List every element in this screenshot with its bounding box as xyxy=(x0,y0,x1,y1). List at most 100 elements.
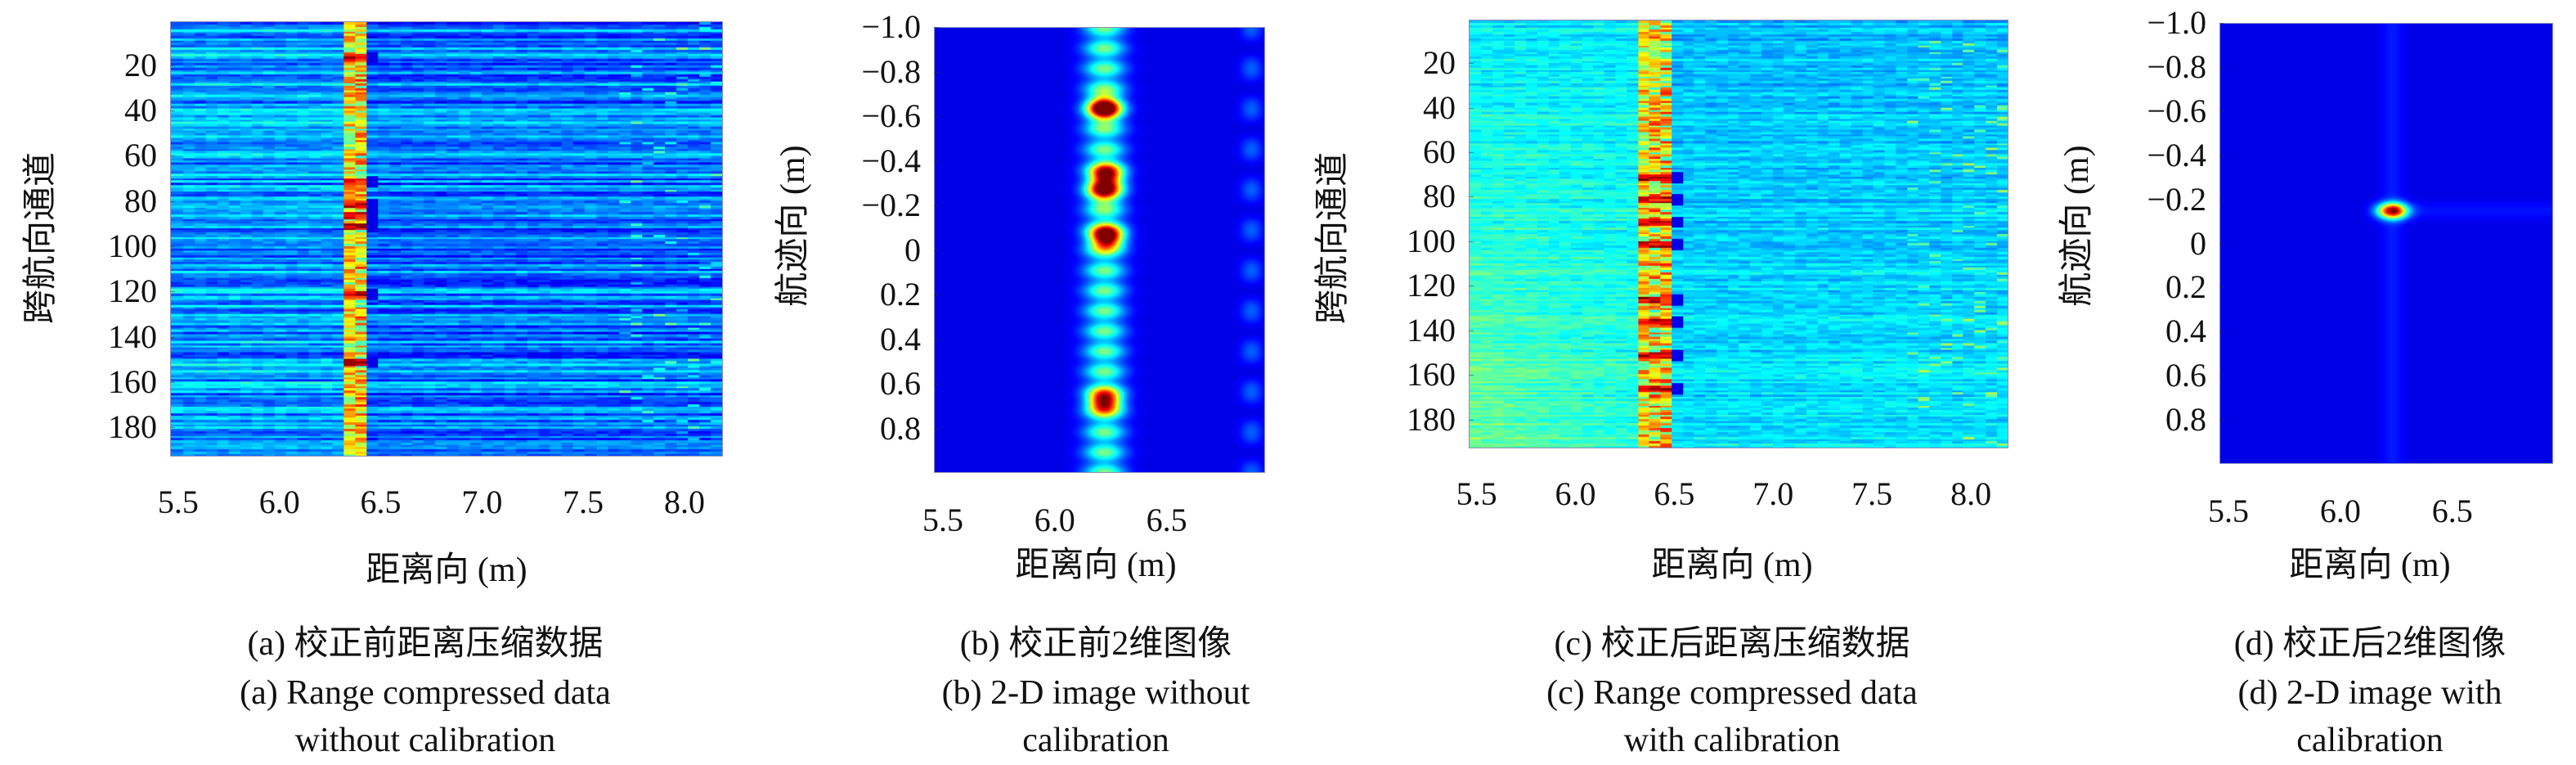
y-tick-mark xyxy=(1469,151,1474,153)
y-axis-label: 航迹向 (m) xyxy=(774,145,812,307)
y-tick-mark xyxy=(2219,110,2224,112)
y-tick-label: −0.2 xyxy=(861,187,921,223)
y-tick-label: 60 xyxy=(124,137,157,174)
y-tick-mark xyxy=(170,291,175,293)
caption-en-line2: calibration xyxy=(1022,722,1169,759)
x-tick-label: 7.0 xyxy=(461,484,503,520)
y-tick-label: −0.8 xyxy=(2147,47,2206,85)
caption-cn: (c) 校正后距离压缩数据 xyxy=(1554,625,1910,663)
y-tick-label: 120 xyxy=(108,272,157,310)
caption-cn: (b) 校正前2维图像 xyxy=(959,625,1232,663)
y-tick-mark xyxy=(1469,241,1474,242)
y-tick-label: 0.4 xyxy=(880,320,921,358)
y-tick-label: −0.6 xyxy=(2147,92,2206,129)
heatmap-canvas xyxy=(171,22,722,456)
x-tick-label: 8.0 xyxy=(1950,475,1992,512)
x-tick-label: 6.0 xyxy=(1555,475,1596,512)
y-tick-label: 140 xyxy=(1407,311,1456,349)
y-tick-mark xyxy=(934,384,939,385)
y-tick-mark xyxy=(2219,331,2224,333)
y-tick-label: 60 xyxy=(1423,133,1456,170)
y-tick-label: 80 xyxy=(124,182,157,219)
y-tick-label: 80 xyxy=(1423,178,1456,215)
y-tick-mark xyxy=(2219,155,2224,156)
y-tick-label: 100 xyxy=(1407,222,1456,259)
x-tick-label: 6.5 xyxy=(1654,475,1695,512)
y-tick-mark xyxy=(170,381,175,383)
x-axis-label: 距离向 (m) xyxy=(1651,547,1813,584)
y-tick-mark xyxy=(170,110,175,112)
y-tick-mark xyxy=(934,160,939,162)
y-tick-mark xyxy=(2219,23,2224,24)
y-tick-label: 0.8 xyxy=(880,409,921,447)
y-tick-mark xyxy=(934,116,939,117)
caption-en-line1: (a) Range compressed data xyxy=(240,674,611,712)
y-tick-mark xyxy=(2219,420,2224,421)
heatmap-plot-area xyxy=(934,27,1265,473)
y-tick-label: 0.4 xyxy=(2165,313,2206,350)
x-axis-label: 距离向 (m) xyxy=(1015,547,1177,584)
y-tick-label: 40 xyxy=(1423,88,1456,126)
x-tick-label: 5.5 xyxy=(2207,493,2249,529)
y-tick-mark xyxy=(1469,419,1474,421)
y-tick-mark xyxy=(170,427,175,429)
x-tick-label: 7.5 xyxy=(563,484,604,520)
heatmap-plot-area xyxy=(170,21,723,457)
y-tick-label: 120 xyxy=(1407,267,1456,304)
y-tick-label: 0.6 xyxy=(880,365,921,402)
caption-cn: (d) 校正后2维图像 xyxy=(2233,625,2506,663)
y-tick-label: 0 xyxy=(904,231,921,268)
y-tick-label: −0.4 xyxy=(861,142,921,179)
caption-cn: (a) 校正前距离压缩数据 xyxy=(247,625,604,663)
y-tick-label: −0.8 xyxy=(861,52,921,90)
x-tick-label: 7.0 xyxy=(1752,475,1794,512)
caption-en-line2: calibration xyxy=(2296,722,2444,759)
y-tick-label: −0.2 xyxy=(2147,180,2206,218)
x-tick-label: 6.5 xyxy=(1146,502,1187,538)
caption-en-line1: (d) 2-D image with xyxy=(2237,674,2502,712)
x-tick-label: 6.0 xyxy=(258,484,300,520)
y-tick-mark xyxy=(934,428,939,430)
y-tick-mark xyxy=(934,250,939,251)
y-tick-mark xyxy=(934,205,939,206)
y-tick-label: 180 xyxy=(108,408,157,446)
y-tick-mark xyxy=(170,200,175,202)
y-tick-label: 0.6 xyxy=(2165,357,2206,394)
x-tick-label: 6.5 xyxy=(2431,493,2473,529)
y-tick-mark xyxy=(170,65,175,66)
caption-en-line2: with calibration xyxy=(1623,722,1841,759)
y-tick-label: 0.8 xyxy=(2165,401,2206,439)
y-axis-label: 跨航向通道 xyxy=(1314,152,1352,325)
caption-en-line1: (b) 2-D image without xyxy=(941,674,1250,712)
y-tick-label: −1.0 xyxy=(2147,4,2206,41)
y-tick-mark xyxy=(170,155,175,157)
heatmap-canvas xyxy=(2220,24,2552,463)
y-tick-mark xyxy=(1469,196,1474,198)
x-tick-label: 5.5 xyxy=(922,502,963,538)
x-tick-label: 6.5 xyxy=(360,484,402,520)
heatmap-plot-area xyxy=(1469,20,2008,448)
y-tick-label: −1.0 xyxy=(861,8,921,45)
x-axis-label: 距离向 (m) xyxy=(366,551,527,589)
y-tick-label: 100 xyxy=(108,227,157,264)
y-tick-mark xyxy=(170,336,175,338)
y-tick-label: 0.2 xyxy=(2165,268,2206,306)
heatmap-plot-area xyxy=(2219,23,2553,464)
heatmap-canvas xyxy=(1470,20,2008,448)
y-tick-mark xyxy=(2219,243,2224,245)
y-tick-mark xyxy=(1469,107,1474,109)
x-tick-label: 5.5 xyxy=(1456,475,1497,512)
y-tick-label: 20 xyxy=(1423,44,1456,82)
y-tick-label: 180 xyxy=(1407,400,1456,438)
y-tick-label: −0.6 xyxy=(861,97,921,134)
y-tick-label: 160 xyxy=(1407,356,1456,394)
x-tick-label: 6.0 xyxy=(2319,493,2361,529)
y-tick-mark xyxy=(170,245,175,247)
y-tick-mark xyxy=(1469,63,1474,65)
y-tick-label: 0.2 xyxy=(880,276,921,313)
y-tick-mark xyxy=(1469,375,1474,376)
x-tick-label: 6.0 xyxy=(1034,502,1075,538)
y-tick-label: 20 xyxy=(124,46,157,83)
y-tick-label: 140 xyxy=(108,317,157,355)
caption-en-line2: without calibration xyxy=(294,722,556,759)
